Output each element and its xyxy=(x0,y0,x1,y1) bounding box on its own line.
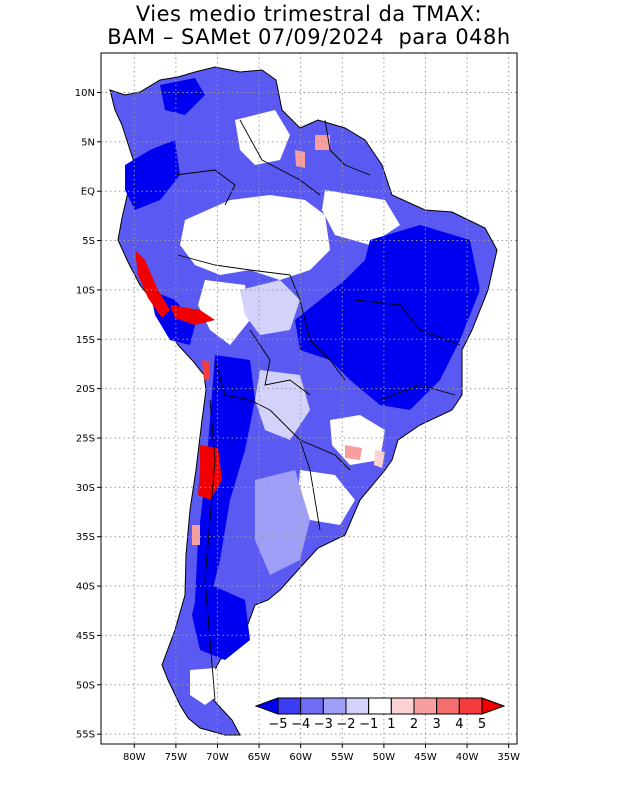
bias-patch-positive xyxy=(202,360,210,380)
colorbar-swatch xyxy=(322,697,347,715)
colorbar-swatch xyxy=(413,697,438,715)
bias-patch-strong-negative xyxy=(295,225,480,410)
y-tick-label: 20S xyxy=(76,384,95,395)
colorbar-swatch xyxy=(300,697,324,715)
x-tick-label: 70W xyxy=(206,752,229,763)
map-axes: 80W 75W 70W 65W 60W 55W 50W 45W 40W 35W 10N 5N EQ 5S 1… xyxy=(75,88,520,763)
map-title-line1: Vies medio trimestral da TMAX: xyxy=(135,2,483,26)
bias-patch-positive xyxy=(192,525,200,545)
y-tick-label: 25S xyxy=(76,433,95,444)
y-tick-label: 50S xyxy=(76,680,95,691)
bias-patch-positive xyxy=(135,250,170,318)
colorbar-label: 1 xyxy=(387,717,395,732)
x-tick-label: 60W xyxy=(289,752,312,763)
colorbar-swatch xyxy=(345,697,370,715)
map-title-line2: BAM – SAMet 07/09/2024 para 048h xyxy=(107,25,511,49)
colorbar-label: −1 xyxy=(359,717,378,732)
colorbar-label: −2 xyxy=(336,717,355,732)
y-tick-label: 5S xyxy=(82,236,95,247)
bias-patch-neutral xyxy=(190,668,225,705)
bias-patch-positive xyxy=(295,150,305,168)
bias-patch-light xyxy=(255,370,310,440)
x-tick-label: 75W xyxy=(165,752,188,763)
colorbar-arrow-high xyxy=(481,697,506,715)
colorbar-label: −5 xyxy=(268,717,287,732)
colorbar-label: −4 xyxy=(291,717,310,732)
x-tick-label: 65W xyxy=(248,752,271,763)
colorbar-swatch xyxy=(436,697,460,715)
x-tick-label: 40W xyxy=(456,752,479,763)
x-tick-label: 45W xyxy=(414,752,437,763)
y-tick-label: 30S xyxy=(76,483,95,494)
bias-patch-light xyxy=(240,280,300,335)
x-tick-label: 50W xyxy=(373,752,396,763)
colorbar-label: 3 xyxy=(433,717,441,732)
y-tick-label: 45S xyxy=(76,631,95,642)
bias-patch-positive xyxy=(374,450,385,468)
y-tick-label: 15S xyxy=(76,335,95,346)
colorbar-label: −3 xyxy=(314,717,333,732)
bias-patch-positive xyxy=(345,445,362,460)
y-tick-label: 35S xyxy=(76,532,95,543)
colorbar-swatch xyxy=(368,697,392,715)
colorbar: −5 −4 −3 −2 −1 1 2 3 4 5 xyxy=(254,697,506,732)
bias-patch-strong-negative xyxy=(160,78,205,115)
colorbar-label: 5 xyxy=(478,717,486,732)
bias-patch-light xyxy=(255,470,310,575)
bias-patch-neutral xyxy=(322,190,400,245)
y-tick-label: 10S xyxy=(76,285,95,296)
colorbar-swatch xyxy=(390,697,415,715)
colorbar-label: 4 xyxy=(455,717,463,732)
x-tick-label: 55W xyxy=(331,752,354,763)
x-tick-label: 80W xyxy=(123,752,146,763)
colorbar-swatch xyxy=(277,697,302,715)
bias-patch-positive xyxy=(315,135,330,150)
y-tick-label: 40S xyxy=(76,582,95,593)
y-tick-label: EQ xyxy=(81,187,95,198)
map-frame xyxy=(100,52,518,745)
y-tick-label: 5N xyxy=(81,137,95,148)
bias-patch-neutral xyxy=(330,415,385,465)
bias-patch-positive xyxy=(198,445,222,500)
bias-patch-neutral xyxy=(235,110,290,165)
lat-lon-grid xyxy=(101,53,517,744)
colorbar-swatch xyxy=(458,697,483,715)
x-tick-label: 35W xyxy=(497,752,520,763)
bias-patch-strong-negative xyxy=(125,140,180,210)
y-tick-label: 55S xyxy=(76,730,95,741)
bias-patch-strong-negative xyxy=(195,355,255,600)
y-tick-label: 10N xyxy=(75,88,95,99)
bias-patch-positive xyxy=(170,305,215,325)
country-borders xyxy=(174,119,461,701)
bias-patch-neutral xyxy=(198,280,250,345)
colorbar-label: 2 xyxy=(410,717,418,732)
